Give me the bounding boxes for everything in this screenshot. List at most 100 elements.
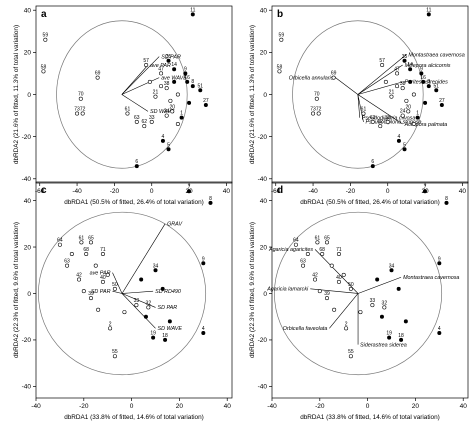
point-label: 47 [158,66,164,72]
point-label: 51 [433,83,439,89]
sample-point-filled [143,314,148,319]
sample-point-filled [439,103,444,108]
sample-point-filled [403,319,408,324]
point-label: 27 [439,98,445,104]
sample-point-open [88,296,93,301]
sample-point-open [277,69,282,74]
vector-label: SD WAVE [158,326,183,332]
point-label: 16 [420,75,426,81]
sample-point-open [301,263,306,268]
vector-label: Agaricia agaricites [268,247,313,253]
point-label: 61 [361,106,367,112]
vector-label: Millepora alcicornis [405,63,451,69]
point-label: 8 [427,79,430,85]
sample-point-filled [160,286,165,291]
sample-point-open [159,71,164,76]
y-tick-label: 40 [260,8,268,15]
sample-point-filled [201,261,206,266]
sample-point-open [395,84,400,89]
vector-line [314,249,359,294]
sample-point-open [344,326,349,331]
point-label: 33 [370,298,376,304]
point-label: 42 [76,273,82,279]
vector-label: ave WAVE [161,75,187,81]
sample-point-filled [172,67,177,72]
vector-label: Agaricia lamarcki [266,287,309,293]
vector-line [335,77,359,95]
sample-point-open [404,98,409,103]
correlation-circle [292,20,424,169]
point-label: 16 [184,75,190,81]
point-label: 58 [277,64,283,70]
point-label: 70 [314,92,320,98]
point-label: 4 [162,134,165,140]
point-label: 7 [188,184,191,190]
vector-label: GRAV [167,222,183,228]
point-label: 65 [324,235,330,241]
point-label: 4 [202,326,205,332]
point-label: 21 [389,90,395,96]
point-label: 32 [382,300,388,306]
vector-label: SD PAR [161,54,181,60]
sample-point-filled [151,335,156,340]
sample-point-open [313,277,318,282]
sample-point-open [324,240,329,245]
sample-point-filled [370,164,375,169]
point-label: 64 [293,238,299,244]
point-label: 2 [345,321,348,327]
sample-point-open [95,75,100,80]
y-tick-label: 20 [24,244,32,251]
sample-point-filled [402,58,407,63]
vector-label: Pseudodiploria strigosa [365,120,421,126]
vector-line [121,64,149,95]
point-label: 61 [79,235,85,241]
sample-point-open [93,263,98,268]
sample-point-open [146,305,151,310]
y-tick-label: 0 [263,92,267,99]
sample-point-open [382,305,387,310]
sample-point-filled [185,79,190,84]
sample-point-open [336,279,341,284]
vector-line [357,94,364,122]
x-tick-label: 40 [223,188,231,195]
sample-point-open [361,111,366,116]
x-tick-label: -20 [110,188,120,195]
vector-label: SD PAR [91,289,111,295]
point-label: 19 [386,331,392,337]
sample-point-filled [434,88,439,93]
point-label: 62 [141,119,147,125]
point-label: 8 [445,196,448,202]
vector-label: Acropora palmata [404,122,448,128]
point-label: 57 [379,58,385,64]
point-label: 73 [74,106,80,112]
vector-line [357,94,403,125]
sample-point-open [378,124,383,129]
sample-point-filled [187,100,192,105]
point-label: 27 [203,98,209,104]
correlation-circle [274,211,443,376]
sample-point-open [341,272,346,277]
y-tick-label: -20 [22,134,32,141]
point-label: 14 [407,62,413,68]
point-label: 18 [162,333,168,339]
point-label: 39 [324,291,330,297]
sample-point-open [134,119,139,124]
sample-point-filled [423,100,428,105]
y-tick-label: 40 [260,198,268,205]
sample-point-open [175,122,180,127]
point-label: 5 [167,142,170,148]
point-label: 19 [150,331,156,337]
sample-point-filled [379,314,384,319]
sample-point-open [159,84,164,89]
sample-point-open [406,109,411,114]
x-tick-label: -60 [35,188,45,195]
x-axis-label: dbRDA1 (33.8% of fitted, 14.6% of total … [64,414,204,421]
sample-point-filled [139,277,144,282]
plot-frame [271,181,469,399]
vector-label: Siderastrea siderea [360,342,407,348]
sample-point-open [383,79,388,84]
sample-point-filled [203,103,208,108]
vector-line [121,77,160,95]
sample-point-open [348,286,353,291]
